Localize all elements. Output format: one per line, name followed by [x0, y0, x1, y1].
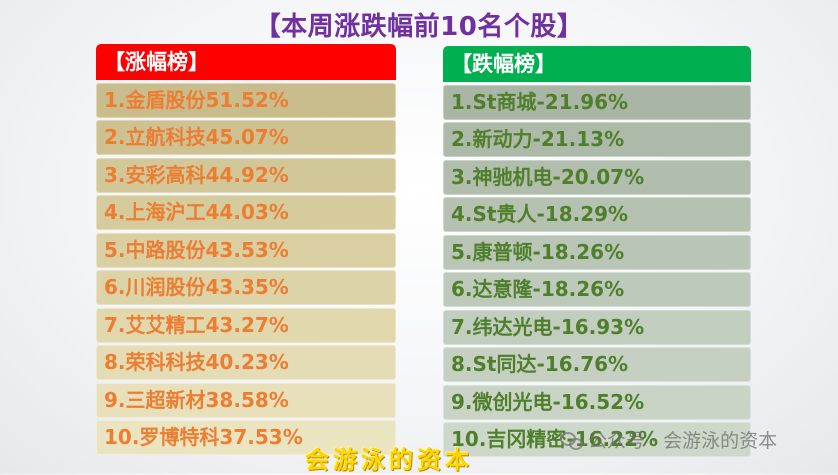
losers-row: 6.达意隆-18.26% — [443, 272, 751, 307]
losers-row: 9.微创光电-16.52% — [443, 384, 751, 420]
wechat-icon — [560, 430, 583, 450]
gainers-row: 7.艾艾精工43.27% — [96, 307, 396, 343]
losers-row: 4.St贵人-18.29% — [443, 197, 751, 232]
gainers-row: 9.三超新材38.58% — [96, 382, 396, 418]
gainers-row: 10.罗博特科37.53% — [96, 420, 396, 455]
watermark-text: 公众号 · 会游泳的资本 — [588, 430, 778, 452]
losers-row: 10.吉冈精密-16.22% — [443, 422, 751, 457]
losers-row: 1.St商城-21.96% — [443, 84, 751, 120]
page-title: 【本周涨跌幅前10名个股】 — [254, 12, 584, 42]
losers-panel: 【跌幅榜】 1.St商城-21.96% 2.新动力-21.13% 3.神驰机电-20… — [443, 46, 751, 457]
losers-header: 【跌幅榜】 — [443, 46, 751, 82]
gainers-row: 4.上海沪工44.03% — [96, 195, 396, 230]
gainers-list: 1.金盾股份51.52% 2.立航科技45.07% 3.安彩高科44.92% 4.上海… — [96, 82, 396, 455]
gainers-row: 1.金盾股份51.52% — [96, 82, 396, 118]
gainers-row: 3.安彩高科44.92% — [96, 157, 396, 193]
gainers-panel: 【涨幅榜】 1.金盾股份51.52% 2.立航科技45.07% 3.安彩高科44.9… — [96, 44, 396, 455]
gainers-row: 6.川润股份43.35% — [96, 270, 396, 305]
gainers-row: 5.中路股份43.53% — [96, 232, 396, 268]
watermark: 公众号 · 会游泳的资本 — [560, 426, 777, 453]
losers-row: 5.康普顿-18.26% — [443, 234, 751, 270]
gainers-header: 【涨幅榜】 — [96, 44, 396, 80]
losers-row: 3.神驰机电-20.07% — [443, 159, 751, 195]
losers-list: 1.St商城-21.96% 2.新动力-21.13% 3.神驰机电-20.07% 4.… — [443, 84, 751, 457]
gainers-row: 2.立航科技45.07% — [96, 120, 396, 155]
losers-row: 7.纬达光电-16.93% — [443, 309, 751, 345]
losers-row: 2.新动力-21.13% — [443, 122, 751, 157]
gainers-row: 8.荣科科技40.23% — [96, 345, 396, 380]
footer-brand: 会游泳的资本 — [305, 446, 473, 474]
losers-row: 8.St同达-16.76% — [443, 347, 751, 382]
